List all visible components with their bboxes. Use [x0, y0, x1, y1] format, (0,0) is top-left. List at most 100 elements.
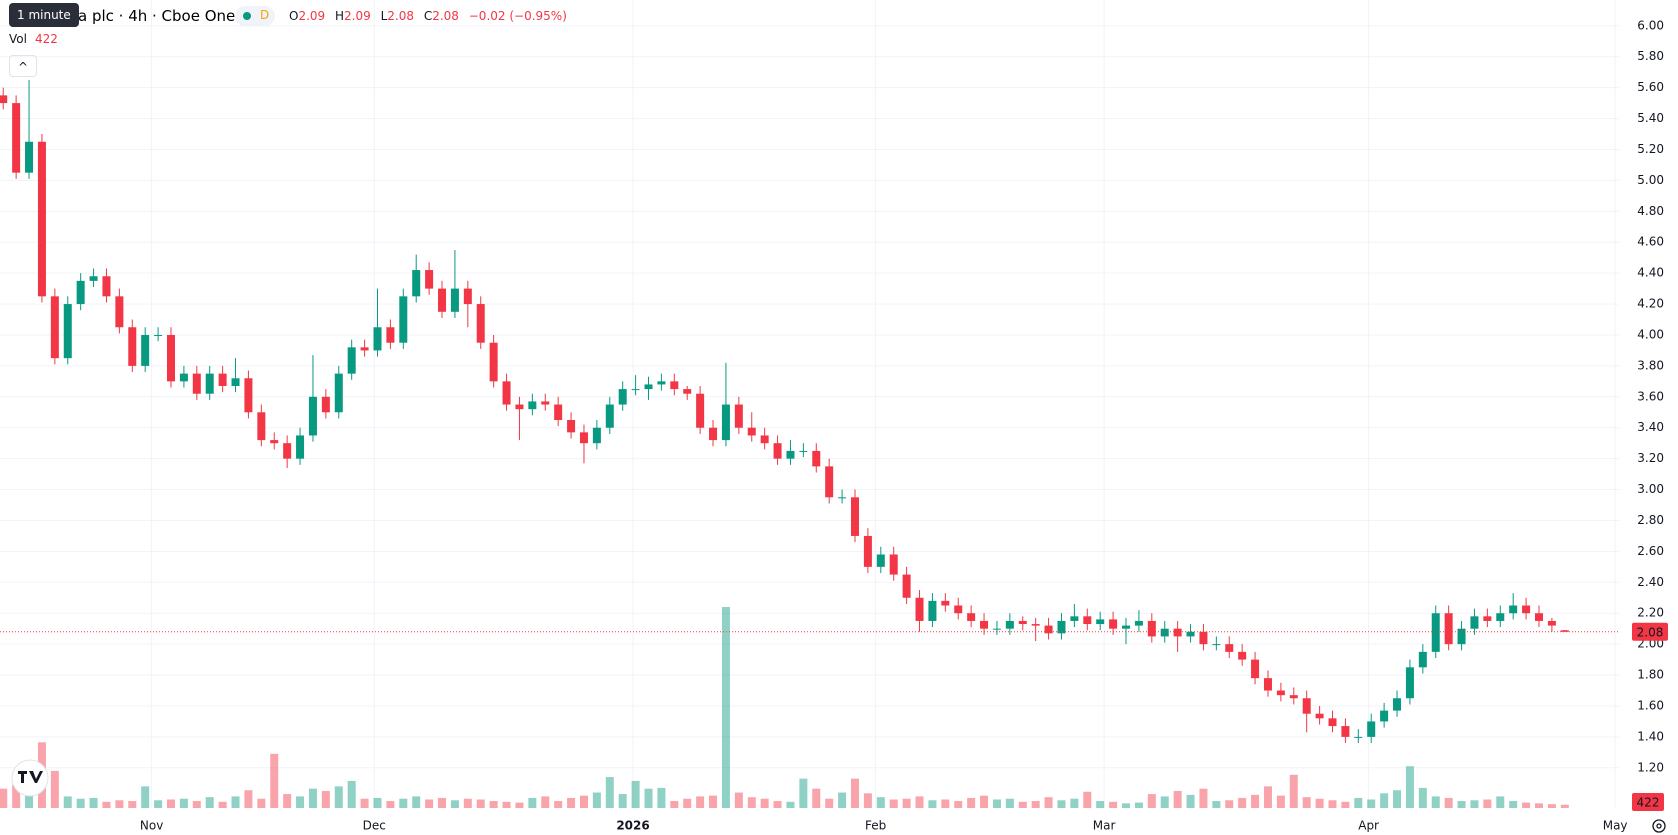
candle-body: [876, 554, 885, 567]
volume-bar: [1328, 800, 1337, 808]
market-status[interactable]: D: [235, 6, 275, 26]
candle-body: [760, 435, 769, 444]
volume-bar: [631, 780, 640, 808]
candle-body: [1134, 620, 1143, 626]
candle-body: [528, 401, 537, 410]
volume-bar: [1289, 774, 1298, 808]
volume-bar: [876, 797, 885, 808]
candle-body: [102, 276, 111, 297]
candle-body: [399, 296, 408, 343]
y-tick-label: 3.60: [1637, 389, 1664, 403]
collapse-button[interactable]: ^: [9, 55, 37, 77]
volume-bar: [476, 799, 485, 808]
candle-body: [567, 419, 576, 433]
y-tick-label: 2.20: [1637, 606, 1664, 620]
volume-bar: [980, 795, 989, 808]
volume-bar: [605, 777, 614, 808]
candle-body: [1263, 678, 1272, 691]
candle-body: [347, 347, 356, 374]
volume-legend: Vol 422: [9, 32, 58, 46]
candle-body: [812, 450, 821, 467]
candle-body: [1199, 631, 1208, 645]
candle-body: [1315, 713, 1324, 719]
symbol-title[interactable]: a plc · 4h · Cboe One: [78, 7, 236, 25]
legend-value: 2.09: [298, 9, 326, 23]
volume-bar: [992, 799, 1001, 808]
legend-value: 2.08: [387, 9, 414, 23]
candle-body: [1457, 628, 1466, 645]
y-tick-label: 1.40: [1637, 729, 1664, 743]
volume-bar: [928, 800, 937, 808]
y-tick-label: 3.00: [1637, 482, 1664, 496]
candle-body: [1393, 698, 1402, 711]
volume-bar: [450, 800, 459, 808]
candle-body: [1328, 718, 1337, 727]
volume-bar: [1431, 796, 1440, 808]
volume-bar: [657, 787, 666, 808]
volume-badge: [1632, 793, 1664, 811]
candle-body: [773, 443, 782, 459]
candle-body: [734, 404, 743, 428]
y-tick-label: 1.80: [1637, 668, 1664, 682]
candle-body: [1418, 651, 1427, 668]
candle-body: [902, 574, 911, 598]
volume-bar: [347, 780, 356, 808]
volume-bar: [799, 778, 808, 808]
candle-body: [489, 342, 498, 382]
candle-body: [863, 535, 872, 567]
y-tick-label: 4.60: [1637, 235, 1664, 249]
candle-body: [1405, 667, 1414, 699]
volume-bar: [283, 794, 292, 808]
candle-body: [450, 288, 459, 312]
y-tick-label: 2.60: [1637, 544, 1664, 558]
volume-bar: [1509, 801, 1518, 808]
candle-body: [1289, 695, 1298, 699]
candle-body: [1122, 625, 1131, 629]
candle-body: [721, 404, 730, 441]
volume-bar: [1380, 793, 1389, 808]
legend-key: L: [380, 9, 388, 23]
volume-bar: [1005, 798, 1014, 808]
last-price-badge: [1632, 622, 1668, 641]
candle-body: [76, 280, 85, 305]
candle-body: [954, 605, 963, 614]
volume-bar: [1096, 801, 1105, 808]
candle-body: [1367, 721, 1376, 737]
candle-body: [915, 597, 924, 621]
y-tick-label: 3.40: [1637, 420, 1664, 434]
volume-bar: [760, 798, 769, 808]
volume-bar: [554, 801, 563, 808]
candle-body: [257, 412, 266, 441]
volume-bar: [1031, 801, 1040, 808]
candle-body: [1354, 736, 1363, 738]
volume-bar: [670, 801, 679, 808]
volume-bar: [1354, 797, 1363, 808]
volume-bar: [115, 800, 124, 808]
candle-body: [1212, 644, 1221, 646]
candle-body: [838, 497, 847, 499]
volume-bar: [463, 798, 472, 808]
candle-body: [1522, 605, 1531, 614]
volume-bar: [334, 786, 343, 808]
volume-bar: [618, 794, 627, 808]
volume-bar: [696, 796, 705, 808]
volume-bar: [528, 797, 537, 808]
volume-bar: [747, 797, 756, 808]
volume-bar: [1483, 799, 1492, 808]
volume-bar: [128, 801, 137, 808]
candle-body: [605, 404, 614, 428]
volume-bar: [1341, 801, 1350, 808]
candle-body: [1496, 613, 1505, 621]
candle-body: [657, 381, 666, 385]
candle-body: [1341, 726, 1350, 737]
x-tick-label: Dec: [363, 819, 386, 833]
candle-body: [1276, 690, 1285, 696]
candle-body: [154, 334, 163, 336]
volume-bar: [1560, 804, 1569, 808]
volume-bar: [592, 792, 601, 808]
candle-body: [425, 270, 434, 289]
interval-badge: D: [260, 8, 270, 22]
candle-body: [502, 381, 511, 405]
